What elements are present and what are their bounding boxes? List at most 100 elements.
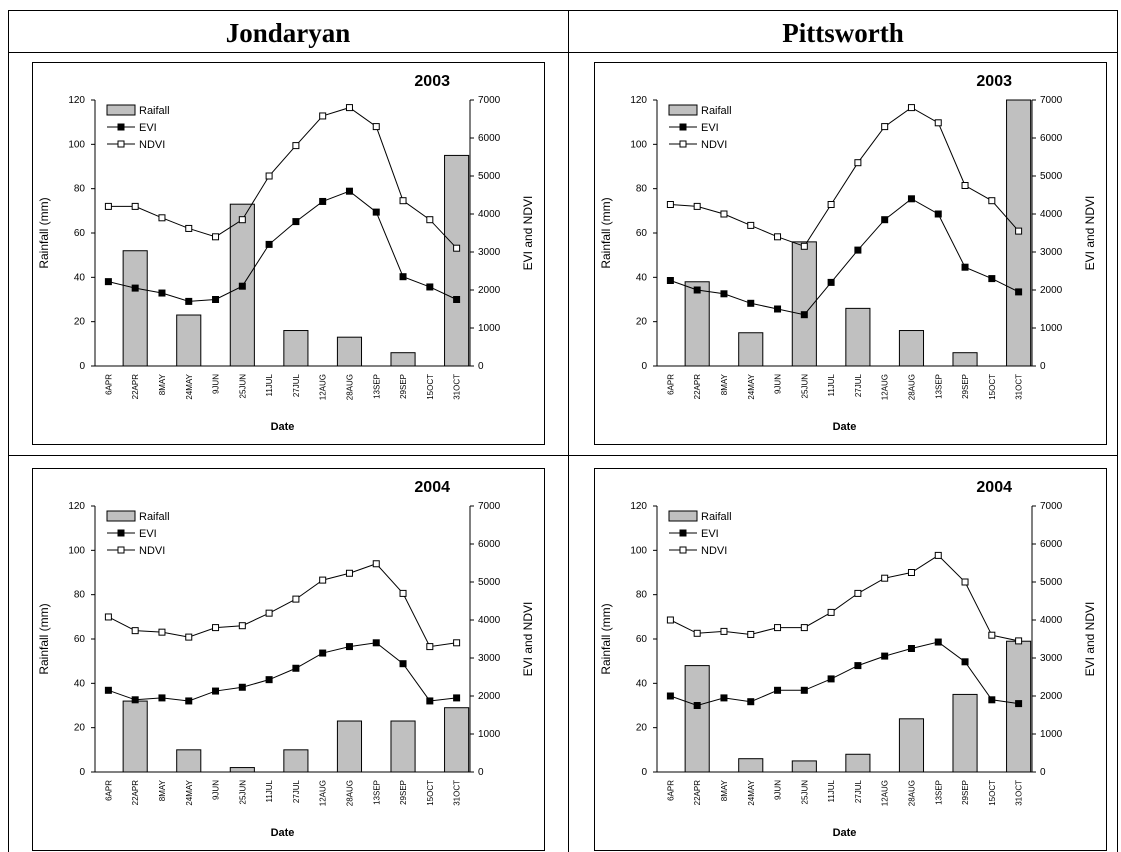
point [881,216,889,224]
point [212,687,220,695]
y-tick-label: 80 [636,184,648,195]
point [131,627,139,635]
point [212,233,220,241]
y2-tick-label: 7000 [1040,95,1063,106]
x-tick-label: 24MAY [185,779,194,805]
y2-tick-label: 5000 [1040,577,1063,588]
y-tick-label: 60 [74,634,86,645]
point [265,676,273,684]
x-tick-label: 13SEP [372,374,381,399]
bar [684,665,710,773]
y-axis-label: Rainfall (mm) [37,603,51,674]
x-axis-label: Date [833,827,857,839]
column-header: Jondaryan [226,18,351,48]
point [131,284,139,292]
y-tick-label: 120 [68,501,85,512]
legend-marker [679,529,687,537]
point [238,622,246,630]
point [961,182,969,189]
bar [336,336,363,367]
y-axis-label: Rainfall (mm) [37,197,51,268]
x-axis-label: Date [271,827,295,839]
y-tick-label: 80 [636,590,648,601]
legend-label: NDVI [139,545,165,557]
point [934,210,942,218]
point [693,286,701,294]
chart-title: 2003 [976,73,1012,90]
point [800,686,808,694]
x-tick-label: 12AUG [319,374,328,400]
point [319,112,327,120]
bar [952,352,978,367]
y-tick-label: 80 [74,184,86,195]
point [399,197,407,205]
x-tick-label: 15OCT [988,374,997,400]
point [426,283,434,291]
y-tick-label: 0 [641,767,647,778]
legend-swatch [106,510,136,522]
point [747,299,755,307]
y-tick-label: 40 [74,272,86,283]
y2-tick-label: 6000 [1040,539,1063,550]
point [399,589,407,597]
point [292,664,300,672]
y-tick-label: 80 [74,590,86,601]
y-axis-label: Rainfall (mm) [599,603,613,674]
bar [336,720,363,773]
point [292,142,300,150]
x-tick-label: 6APR [104,780,113,801]
y-tick-label: 100 [68,545,85,556]
point [212,624,220,632]
chart: 2003 Rainfall (mm) EVI and NDVI Date 0 20 40 60… [594,62,1107,445]
bar [283,330,309,367]
x-tick-label: 11JUL [265,373,274,396]
y-tick-label: 60 [636,228,648,239]
point [345,104,353,112]
point [372,560,380,568]
legend-swatch [106,104,136,116]
x-tick-label: 25JUN [238,374,247,399]
point [988,275,996,283]
legend-label: Raifall [139,105,170,117]
y2-tick-label: 6000 [478,539,501,550]
point [158,694,166,702]
x-tick-label: 13SEP [934,780,943,805]
y-tick-label: 20 [74,317,86,328]
legend-label: EVI [139,528,157,540]
point [827,675,835,683]
legend-marker [679,140,687,148]
x-tick-label: 28AUG [345,374,354,400]
point [265,240,273,248]
y-tick-label: 100 [630,545,647,556]
bar [898,330,925,367]
x-tick-label: 15OCT [988,780,997,806]
y2-tick-label: 5000 [478,171,501,182]
point [827,608,835,616]
y2-tick-label: 1000 [478,323,501,334]
point [372,123,380,131]
x-tick-label: 9JUN [212,374,221,394]
point [319,649,327,657]
bar [229,767,255,773]
legend-label: NDVI [701,139,727,151]
y-tick-label: 0 [641,361,647,372]
y2-tick-label: 0 [1040,361,1046,372]
y2-tick-label: 3000 [478,653,501,664]
legend-label: EVI [701,528,719,540]
point [988,631,996,639]
column-header: Pittsworth [782,18,903,48]
x-tick-label: 22APR [693,780,702,806]
point [185,633,193,641]
x-tick-label: 11JUL [827,779,836,802]
point [372,208,380,216]
point [988,696,996,704]
y2-axis-label: EVI and NDVI [1083,602,1097,677]
chart-title: 2004 [976,479,1012,496]
point [907,104,915,112]
line-series [670,107,1019,247]
x-tick-label: 11JUL [827,373,836,396]
bar [176,314,202,367]
y2-axis-label: EVI and NDVI [521,196,535,271]
x-tick-label: 8MAY [720,373,729,395]
point [720,627,728,635]
